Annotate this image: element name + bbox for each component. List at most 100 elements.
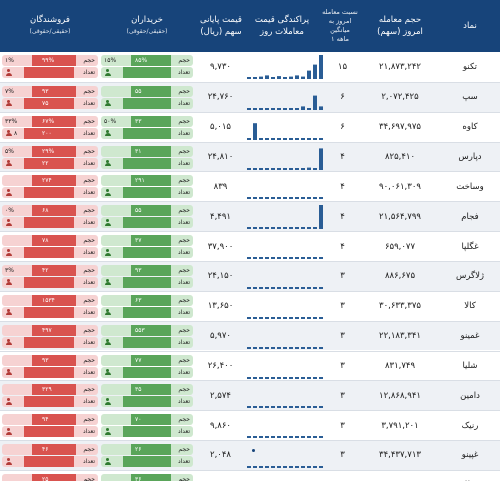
table-row[interactable]: کالا ۳۰,۶۳۳,۳۷۵ ۳ ۱۳,۶۵۰ ۶۳ حجم تعداد ۱۵۳۴ حجم تع… xyxy=(0,290,500,321)
spark-bar xyxy=(247,436,251,439)
sellers-real-volume: ۱۵۳۴ xyxy=(42,296,55,304)
volume-cell: ۳,۷۹۱,۲۰۱ xyxy=(360,411,440,440)
header-buyers[interactable]: خریداران (حقیقی/حقوقی) xyxy=(101,0,193,52)
buyers-volume-legend: حجم xyxy=(178,87,190,95)
header-price-spread[interactable]: پراکندگی قیمت معاملات روز xyxy=(243,0,321,52)
sellers-real-count-fill xyxy=(24,127,74,139)
sellers-volume-legend: حجم xyxy=(83,266,95,274)
sellers-legal-volume: ۰% xyxy=(5,207,14,215)
sellers-volume-bar: ۲۷۴ حجم xyxy=(2,175,98,187)
spark-bar xyxy=(265,257,269,260)
ratio-cell: ۴ xyxy=(325,202,360,231)
symbol-cell[interactable]: کاوه xyxy=(440,113,500,142)
table-row[interactable]: غمینو ۲۲,۱۸۳,۳۴۱ ۳ ۵,۹۷۰ ۵۵۳ حجم تعداد ۴۹۷ حجم تع… xyxy=(0,320,500,351)
table-row[interactable]: غگلپا ۶۵۹,۰۷۷ ۴ ۳۷,۹۰۰ ۳۷ حجم تعداد ۷۸ حجم تعداد xyxy=(0,231,500,261)
person-icon xyxy=(104,458,111,465)
close-price-cell: ۲,۵۷۴ xyxy=(198,381,243,410)
spark-bar xyxy=(289,197,293,200)
buyers-volume-legend: حجم xyxy=(178,356,190,364)
table-row[interactable]: شلیا ۸۳۱,۷۴۹ ۳ ۲۶,۴۰۰ ۷۷ حجم تعداد ۹۳ حجم تعداد xyxy=(0,350,500,381)
table-row[interactable]: ژلاگرس ۸۸۶,۶۷۵ ۳ ۲۴,۱۵۰ ۹۳ حجم تعداد ۳% ۴۲ حجم تعد… xyxy=(0,260,500,291)
header-volume[interactable]: حجم معامله امروز (سهم) xyxy=(360,0,440,52)
sellers-real-count-fill xyxy=(24,187,74,199)
spark-cell xyxy=(243,352,325,381)
sellers-cell: ۰% ۶۸ حجم تعداد xyxy=(2,202,98,231)
buyers-volume-bar: ۳۷ حجم xyxy=(101,235,193,247)
ratio-value: ۴ xyxy=(340,181,345,192)
sellers-legal-volume: ۳۳% xyxy=(5,117,18,125)
spark-bar xyxy=(259,466,263,469)
spark-bar xyxy=(295,257,299,260)
symbol-cell[interactable]: دپارس xyxy=(440,143,500,172)
spark-bar xyxy=(271,346,275,349)
header-symbol[interactable]: نماد xyxy=(440,0,500,52)
symbol-name: سپ xyxy=(462,92,478,103)
table-row[interactable]: فجام ۲۱,۵۶۴,۷۹۹ ۴ ۴,۴۹۱ ۵۵ حجم تعداد ۰% ۶۸ حجم تعد… xyxy=(0,201,500,232)
symbol-cell[interactable]: غپینو xyxy=(440,441,500,470)
close-price-value: ۹,۷۳۰ xyxy=(210,61,231,72)
person-icon xyxy=(104,278,111,286)
symbol-cell[interactable]: رنیک xyxy=(440,411,500,440)
table-row[interactable]: تکنو ۲۱,۸۷۳,۲۴۲ ۱۵ ۹,۷۳۰ ۱۵% ۸۵% حجم تعداد ۱% ۹۹%… xyxy=(0,52,500,82)
sellers-count-bar: تعداد xyxy=(2,336,98,348)
spark-bar xyxy=(265,137,269,140)
symbol-cell[interactable]: فجام xyxy=(440,202,500,231)
spark-bar xyxy=(319,106,323,110)
spark-bar xyxy=(313,227,317,230)
symbol-cell[interactable]: شلیا xyxy=(440,352,500,381)
volume-cell: ۸۳۱,۷۴۹ xyxy=(360,352,440,381)
table-row[interactable]: کاوه ۳۴,۶۹۷,۹۷۵ ۶ ۵,۰۱۵ ۵۰% ۳۳ حجم تعداد ۳۳% ۶۷% ح… xyxy=(0,111,500,142)
buyers-volume-legend: حجم xyxy=(178,57,190,64)
spark-bar xyxy=(277,286,281,289)
table-row[interactable]: وملل۸,۱۱۵,۳۲۱۳۳,۲۹۹۳۶حجمتعداد۲۵حجمتعداد xyxy=(0,469,500,481)
symbol-cell[interactable]: سپ xyxy=(440,83,500,112)
header-sellers[interactable]: فروشندگان (حقیقی/حقوقی) xyxy=(2,0,98,52)
spark-bar xyxy=(283,316,287,319)
sellers-volume-legend: حجم xyxy=(83,147,95,155)
spark-bar xyxy=(301,137,305,140)
sellers-volume-legend: حجم xyxy=(83,475,95,481)
sellers-real-volume-fill xyxy=(32,384,76,396)
spark-bar xyxy=(307,137,311,140)
sellers-count-bar: تعداد xyxy=(2,217,98,229)
ratio-cell: ۳ xyxy=(325,292,360,321)
table-row[interactable]: دامین ۱۲,۸۶۸,۹۴۱ ۳ ۲,۵۷۴ ۳۵ حجم تعداد ۳۲۹ حجم تعد… xyxy=(0,380,500,411)
sellers-volume-bar: ۵% ۲۹% حجم xyxy=(2,145,98,157)
sellers-real-volume-fill xyxy=(32,473,76,481)
symbol-cell[interactable]: ژلاگرس xyxy=(440,262,500,291)
spark-bar xyxy=(307,406,311,409)
symbol-cell[interactable]: وملل xyxy=(440,471,500,481)
price-spread-chart xyxy=(247,147,323,170)
volume-cell: ۲۲,۱۸۳,۳۴۱ xyxy=(360,322,440,351)
spark-bar xyxy=(301,197,305,200)
ratio-cell: ۳ xyxy=(325,441,360,470)
spark-bar xyxy=(247,107,251,110)
table-row[interactable]: دپارس ۸۲۵,۴۱۰ ۴ ۲۴,۸۱۰ ۳۱ حجم تعداد ۵% ۲۹% حجم ۲۲ ت… xyxy=(0,141,500,172)
table-row[interactable]: سپ ۲,۰۷۲,۴۲۵ ۶ ۲۴,۷۶۰ ۵۵ حجم تعداد ۷% ۹۳ حجم ۷۵ تعد… xyxy=(0,81,500,112)
price-spread-chart xyxy=(247,205,323,230)
symbol-cell[interactable]: کالا xyxy=(440,292,500,321)
header-volume-label-1: حجم معامله xyxy=(378,15,422,25)
symbol-cell[interactable]: غمینو xyxy=(440,322,500,351)
table-row[interactable]: رنیک ۳,۷۹۱,۲۰۱ ۳ ۹,۸۶۰ ۷۰ حجم تعداد ۹۴ حجم تعداد xyxy=(0,410,500,440)
symbol-cell[interactable]: غگلپا xyxy=(440,232,500,261)
table-row[interactable]: وساخت ۹۰,۰۶۱,۳۰۹ ۴ ۸۳۹ ۲۹۱ حجم تعداد ۲۷۴ حجم تعدا… xyxy=(0,171,500,201)
header-close-price[interactable]: قیمت پایانی سهم (ریال) xyxy=(196,0,246,52)
buyers-cell: ۷۷ حجم تعداد xyxy=(101,352,193,381)
spark-bar xyxy=(265,316,269,319)
spark-bar xyxy=(283,107,287,110)
symbol-cell[interactable]: وساخت xyxy=(440,172,500,201)
close-price-cell: ۸۳۹ xyxy=(198,172,243,201)
buyers-volume-bar: ۵۵ حجم xyxy=(101,205,193,217)
spark-bar xyxy=(283,286,287,289)
spark-bar xyxy=(247,137,251,140)
spark-bar xyxy=(307,167,311,170)
spark-bar xyxy=(259,167,263,170)
symbol-cell[interactable]: دامین xyxy=(440,381,500,410)
close-price-value: ۲۴,۷۶۰ xyxy=(207,92,234,103)
header-ratio[interactable]: نسبت معامله امروز به میانگین ۱ ماهه xyxy=(318,0,362,52)
table-row[interactable]: غپینو ۳۴,۴۳۷,۷۱۳ ۳ ۲,۰۴۸ ۲۶ حجم تعداد ۴۶ حجم تعدا… xyxy=(0,440,500,470)
symbol-cell[interactable]: تکنو xyxy=(440,52,500,82)
buyers-volume-legend: حجم xyxy=(178,147,190,155)
buyers-count-bar: تعداد xyxy=(101,276,193,288)
